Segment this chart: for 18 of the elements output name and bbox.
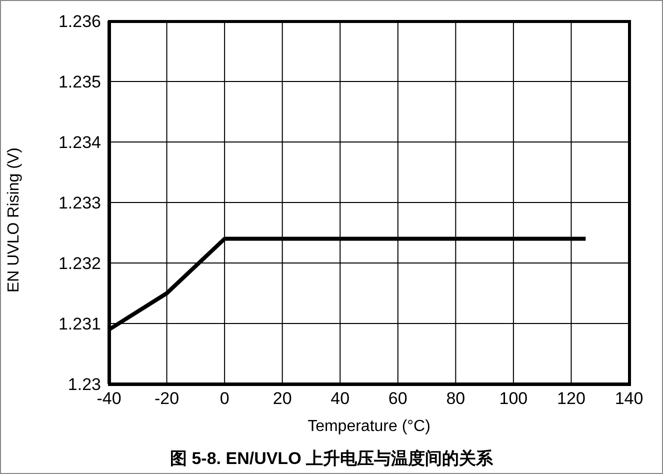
y-axis-title: EN UVLO Rising (V): [6, 148, 23, 292]
x-tick-label: -20: [154, 389, 180, 408]
x-tick-label: 0: [220, 389, 230, 408]
x-tick-label: 20: [272, 389, 292, 408]
x-tick-label: 140: [614, 389, 644, 408]
y-tick-label: 1.234: [58, 133, 101, 152]
text: 图 5-8. EN/UVLO 上升电压与温度间的关系: [168, 448, 494, 470]
y-tick-label: 1.232: [58, 254, 101, 274]
y-tick-label: 1.235: [58, 72, 101, 92]
x-axis-title: Temperature (°C): [308, 418, 430, 435]
x-tick-label: 100: [499, 389, 528, 408]
x-tick-label: 60: [388, 389, 408, 408]
y-tick-label: 1.236: [58, 12, 101, 32]
y-tick-label: 1.233: [58, 194, 101, 213]
x-tick-label: 80: [446, 389, 466, 408]
x-tick-label: 40: [330, 389, 350, 408]
x-tick-label: 120: [557, 389, 586, 408]
y-tick-label: 1.231: [58, 314, 101, 334]
